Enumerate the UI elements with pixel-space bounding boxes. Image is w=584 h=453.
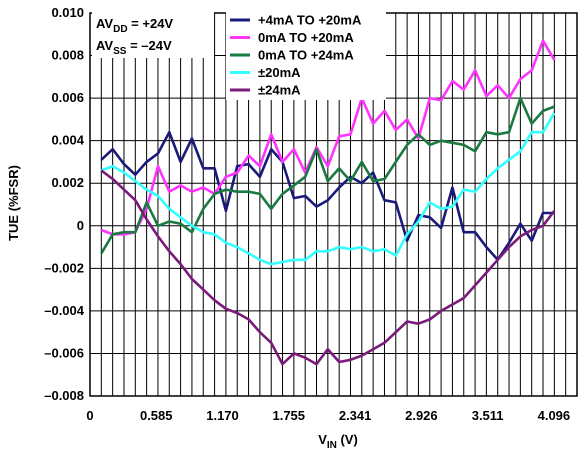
legend-box xyxy=(226,8,386,100)
x-tick-label: 2.926 xyxy=(405,408,438,423)
x-tick-label: 1.755 xyxy=(272,408,305,423)
y-tick-label: 0.008 xyxy=(51,48,84,63)
series-line-3 xyxy=(100,96,555,255)
series-lines xyxy=(100,39,556,366)
y-tick-label: 0.006 xyxy=(51,90,84,105)
y-tick-labels: –0.008 –0.006 –0.004 –0.002 0 0.002 0.004 0.006… xyxy=(44,5,85,403)
y-tick-label: –0.004 xyxy=(44,303,85,318)
avss-label: AVSS = –24V xyxy=(96,38,172,57)
x-tick-label: 0 xyxy=(86,408,93,423)
x-tick-labels: 0 0.585 1.170 1.755 2.341 2.926 3.511 4.096 xyxy=(86,408,570,423)
y-tick-label: 0.002 xyxy=(51,175,84,190)
x-tick-label: 1.170 xyxy=(206,408,239,423)
series-line-2 xyxy=(100,39,556,236)
y-tick-label: 0 xyxy=(77,218,84,233)
y-tick-label: –0.006 xyxy=(44,345,84,360)
x-tick-label: 2.341 xyxy=(339,408,372,423)
legend-label: ±24mA xyxy=(258,83,301,98)
supply-annotation-box xyxy=(92,8,214,58)
avdd-label: AVDD = +24V xyxy=(96,16,173,35)
x-tick-label: 4.096 xyxy=(538,408,571,423)
legend-label: +4mA TO +20mA xyxy=(258,13,362,28)
y-tick-label: 0.010 xyxy=(51,5,84,20)
legend: +4mA TO +20mA 0mA TO +20mA 0mA TO +24mA ±20… xyxy=(226,8,386,100)
series-line-1 xyxy=(100,130,555,262)
x-tick-label: 0.585 xyxy=(140,408,173,423)
legend-label: ±20mA xyxy=(258,65,301,80)
x-axis-title: VIN (V) xyxy=(318,432,358,451)
y-axis-title: TUE (%FSR) xyxy=(6,165,21,241)
y-tick-label: 0.004 xyxy=(51,133,84,148)
series-line-4 xyxy=(100,112,556,266)
legend-label: 0mA TO +24mA xyxy=(258,48,354,63)
y-tick-label: –0.008 xyxy=(44,388,84,403)
series-line-5 xyxy=(100,169,556,366)
legend-label: 0mA TO +20mA xyxy=(258,30,354,45)
y-tick-label: –0.002 xyxy=(44,260,84,275)
x-tick-label: 3.511 xyxy=(472,408,504,423)
